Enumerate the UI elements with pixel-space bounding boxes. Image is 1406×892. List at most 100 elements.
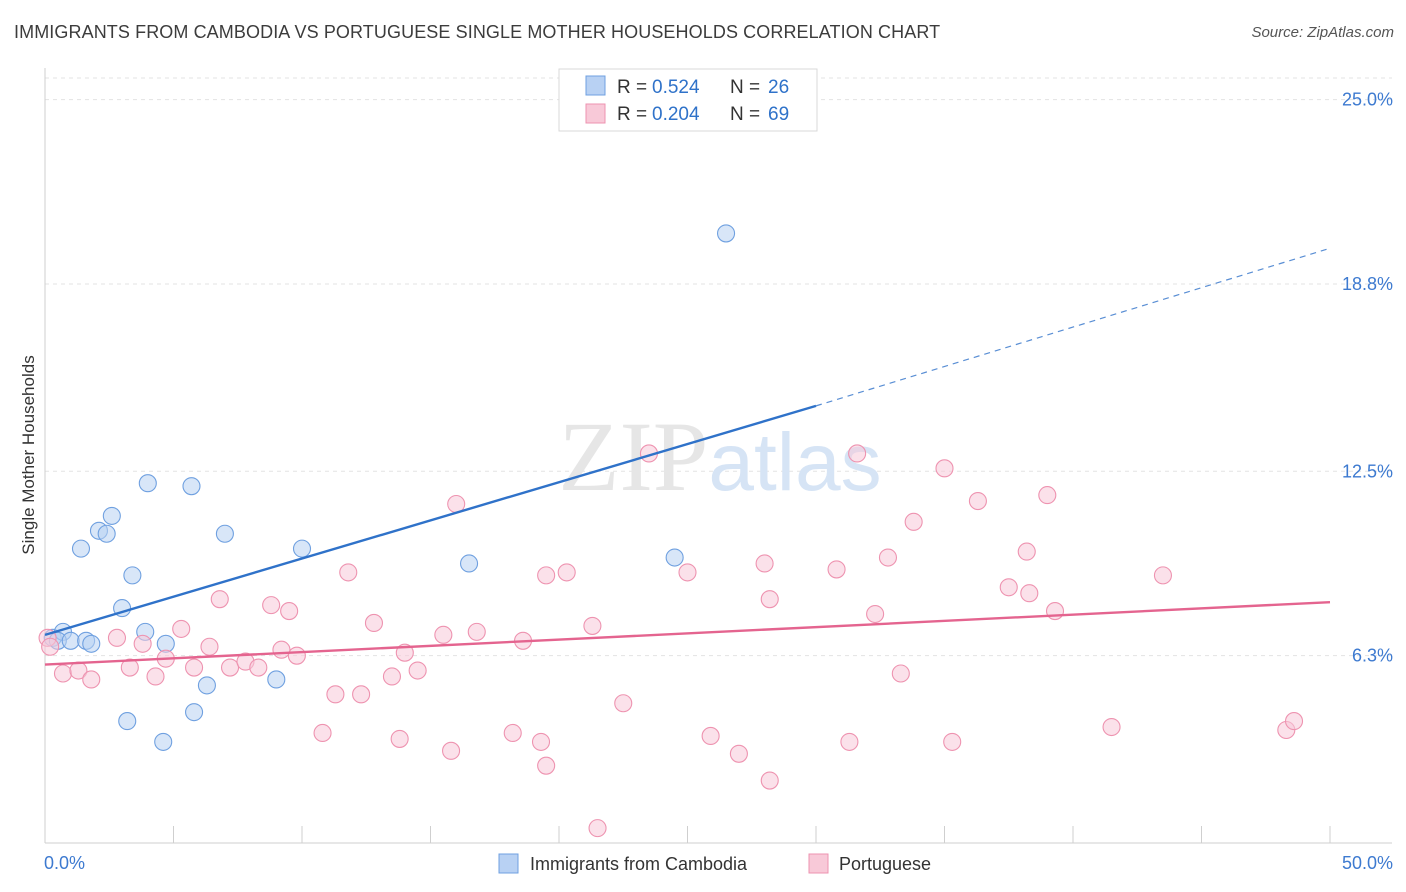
data-point[interactable] — [352, 685, 371, 704]
data-point[interactable] — [154, 732, 173, 751]
legend-label-cambodia[interactable]: Immigrants from Cambodia — [530, 854, 748, 874]
data-point[interactable] — [262, 596, 281, 615]
trend-line-series-1 — [44, 600, 1331, 666]
data-point[interactable] — [390, 729, 409, 748]
stats-n-label-portuguese: N = — [730, 104, 760, 125]
data-point[interactable] — [866, 604, 885, 624]
data-point[interactable] — [53, 664, 73, 683]
data-point[interactable] — [146, 667, 165, 686]
series-legend: Immigrants from Cambodia Portuguese — [498, 853, 931, 874]
data-point[interactable] — [537, 566, 556, 585]
legend-swatch-portuguese[interactable] — [808, 853, 829, 874]
y-tick-label-3: 25.0% — [1342, 90, 1393, 110]
data-point[interactable] — [215, 524, 234, 543]
data-point[interactable] — [943, 732, 962, 751]
data-point[interactable] — [1045, 602, 1065, 621]
data-point[interactable] — [701, 726, 720, 746]
data-point[interactable] — [588, 819, 607, 838]
data-point[interactable] — [120, 658, 139, 677]
data-point[interactable] — [459, 554, 479, 573]
data-point[interactable] — [364, 613, 384, 633]
data-point[interactable] — [935, 459, 954, 478]
data-point[interactable] — [102, 506, 121, 525]
data-point[interactable] — [200, 637, 219, 656]
data-point[interactable] — [107, 628, 127, 647]
data-point[interactable] — [339, 563, 358, 582]
data-point[interactable] — [999, 578, 1018, 597]
data-point[interactable] — [292, 539, 312, 558]
data-point[interactable] — [760, 771, 779, 790]
data-point[interactable] — [326, 685, 345, 704]
data-point[interactable] — [197, 676, 216, 695]
series-points — [38, 224, 1304, 838]
x-tick-labels: 0.0% 50.0% — [44, 853, 1393, 873]
data-point[interactable] — [185, 658, 204, 677]
data-point[interactable] — [1020, 584, 1039, 603]
trend-line-series-0 — [44, 404, 817, 636]
data-point[interactable] — [185, 703, 204, 722]
data-point[interactable] — [583, 616, 602, 635]
data-point[interactable] — [267, 670, 286, 689]
data-point[interactable] — [138, 474, 157, 493]
data-point[interactable] — [904, 512, 923, 531]
trend-line-extension-series-0 — [815, 247, 1331, 407]
data-point[interactable] — [729, 744, 748, 763]
legend-label-portuguese[interactable]: Portuguese — [839, 854, 931, 874]
data-point[interactable] — [840, 732, 859, 751]
data-point[interactable] — [41, 637, 60, 656]
x-tick-label-1: 50.0% — [1342, 853, 1393, 873]
data-point[interactable] — [614, 694, 633, 713]
data-point[interactable] — [503, 723, 522, 743]
data-point[interactable] — [467, 622, 486, 641]
data-point[interactable] — [133, 634, 152, 653]
data-point[interactable] — [97, 524, 116, 543]
axes — [44, 68, 1392, 844]
data-point[interactable] — [968, 491, 987, 511]
data-point[interactable] — [678, 563, 697, 582]
stats-r-value-cambodia: 0.524 — [652, 77, 700, 98]
data-point[interactable] — [71, 539, 91, 558]
data-point[interactable] — [182, 477, 201, 496]
stats-swatch-portuguese — [585, 103, 606, 124]
data-point[interactable] — [280, 602, 299, 621]
data-point[interactable] — [172, 619, 191, 638]
data-point[interactable] — [848, 444, 867, 463]
y-tick-label-2: 18.8% — [1342, 274, 1393, 294]
data-point[interactable] — [442, 741, 461, 760]
data-point[interactable] — [755, 554, 774, 573]
data-point[interactable] — [61, 631, 80, 650]
data-point[interactable] — [1102, 717, 1121, 737]
data-point[interactable] — [82, 634, 101, 653]
data-point[interactable] — [760, 590, 779, 609]
gridlines — [45, 77, 1392, 657]
data-point[interactable] — [272, 640, 291, 659]
data-point[interactable] — [891, 664, 910, 683]
data-point[interactable] — [434, 625, 453, 644]
data-point[interactable] — [123, 566, 142, 585]
data-point[interactable] — [827, 560, 846, 579]
data-point[interactable] — [537, 756, 556, 775]
data-point[interactable] — [249, 658, 268, 677]
data-point[interactable] — [382, 667, 402, 686]
chart-title: IMMIGRANTS FROM CAMBODIA VS PORTUGUESE S… — [14, 22, 941, 42]
data-point[interactable] — [1038, 486, 1057, 505]
data-point[interactable] — [1017, 542, 1036, 561]
data-point[interactable] — [1153, 566, 1172, 585]
data-point[interactable] — [665, 548, 684, 567]
data-point[interactable] — [1284, 712, 1304, 731]
data-point[interactable] — [716, 224, 736, 243]
data-point[interactable] — [220, 658, 240, 677]
data-point[interactable] — [287, 646, 306, 665]
data-point[interactable] — [557, 563, 576, 582]
watermark: ZIPatlas — [558, 401, 881, 512]
trend-lines — [44, 247, 1331, 666]
data-point[interactable] — [82, 670, 101, 689]
data-point[interactable] — [210, 590, 229, 609]
data-point[interactable] — [118, 712, 137, 731]
data-point[interactable] — [313, 723, 332, 743]
watermark-atlas: atlas — [708, 417, 881, 508]
legend-swatch-cambodia[interactable] — [498, 853, 519, 874]
data-point[interactable] — [531, 732, 551, 751]
data-point[interactable] — [878, 548, 898, 567]
data-point[interactable] — [408, 661, 427, 680]
